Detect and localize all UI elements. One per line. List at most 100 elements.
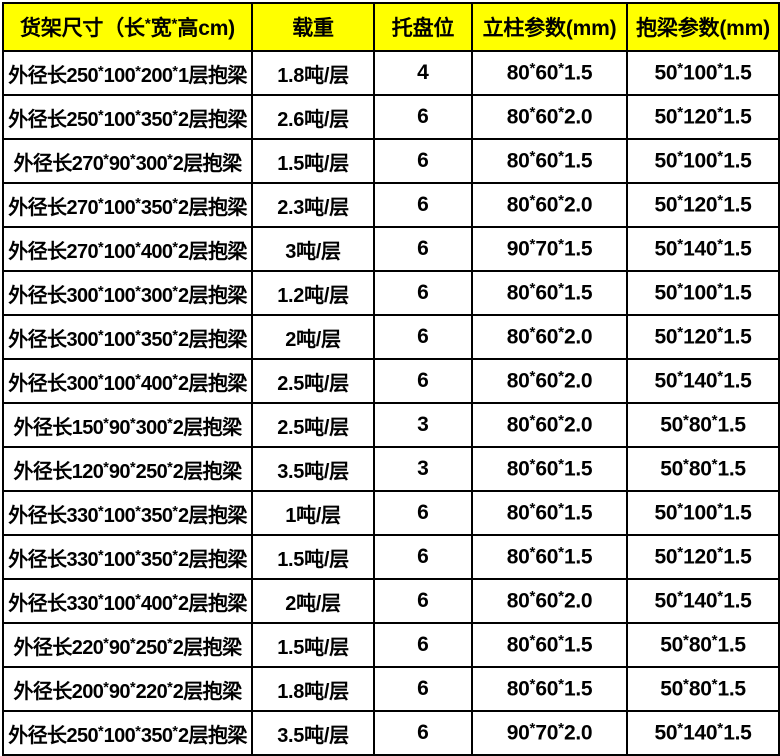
dimension-separator: * — [717, 280, 724, 298]
cell-post: 80*60*1.5 — [471, 446, 628, 492]
cell-post: 80*60*2.0 — [471, 402, 628, 448]
cell-load: 3.5吨/层 — [251, 446, 375, 492]
cell-pallet: 6 — [373, 270, 473, 316]
dimension-separator: * — [135, 283, 141, 300]
dimension-separator: * — [558, 456, 564, 474]
dimension-separator: * — [717, 104, 724, 122]
cell-post: 80*60*1.5 — [471, 534, 628, 580]
dimension-separator: * — [717, 60, 724, 78]
cell-beam: 50*100*1.5 — [626, 50, 780, 96]
cell-load: 3.5吨/层 — [251, 710, 375, 756]
cell-load: 2.3吨/层 — [251, 182, 375, 228]
cell-load: 3吨/层 — [251, 226, 375, 272]
cell-load: 1.5吨/层 — [251, 534, 375, 580]
table-row: 外径长200*90*220*2层抱梁 1.8吨/层 6 80*60*1.5 50*80*… — [2, 666, 780, 712]
dimension-separator: * — [172, 239, 179, 256]
dimension-separator: * — [529, 720, 536, 738]
dimension-separator: * — [98, 327, 104, 344]
dimension-separator: * — [129, 679, 136, 696]
dimension-separator: * — [717, 368, 724, 386]
dimension-separator: * — [129, 459, 136, 476]
cell-post: 80*60*2.0 — [471, 94, 628, 140]
dimension-separator: * — [558, 588, 564, 606]
dimension-separator: * — [529, 192, 536, 210]
dimension-separator: * — [558, 192, 564, 210]
cell-size: 外径长270*100*350*2层抱梁 — [2, 182, 253, 228]
dimension-separator: * — [98, 591, 104, 608]
dimension-separator: * — [529, 588, 536, 606]
dimension-separator: * — [677, 324, 684, 342]
dimension-separator: * — [129, 151, 136, 168]
cell-size: 外径长220*90*250*2层抱梁 — [2, 622, 253, 668]
cell-size: 外径长300*100*350*2层抱梁 — [2, 314, 253, 360]
cell-pallet: 6 — [373, 578, 473, 624]
cell-size: 外径长330*100*400*2层抱梁 — [2, 578, 253, 624]
dimension-separator: * — [717, 192, 724, 210]
dimension-separator: * — [98, 503, 104, 520]
dimension-separator: * — [98, 63, 104, 80]
dimension-separator: * — [529, 280, 536, 298]
dimension-separator: * — [717, 720, 724, 738]
dimension-separator: * — [167, 459, 173, 476]
dimension-separator: * — [529, 60, 536, 78]
dimension-separator: * — [172, 723, 179, 740]
dimension-separator: * — [558, 148, 564, 166]
table-row: 外径长300*100*300*2层抱梁 1.2吨/层 6 80*60*1.5 50*10… — [2, 270, 780, 316]
dimension-separator: * — [172, 327, 179, 344]
dimension-separator: * — [171, 15, 178, 33]
cell-pallet: 6 — [373, 182, 473, 228]
dimension-separator: * — [677, 60, 684, 78]
cell-beam: 50*140*1.5 — [626, 226, 780, 272]
cell-pallet: 3 — [373, 402, 473, 448]
cell-pallet: 4 — [373, 50, 473, 96]
dimension-separator: * — [682, 632, 689, 650]
cell-load: 1吨/层 — [251, 490, 375, 536]
dimension-separator: * — [682, 676, 689, 694]
dimension-separator: * — [711, 632, 718, 650]
cell-pallet: 6 — [373, 666, 473, 712]
dimension-separator: * — [103, 679, 109, 696]
dimension-separator: * — [558, 676, 564, 694]
dimension-separator: * — [167, 151, 173, 168]
dimension-separator: * — [172, 503, 179, 520]
table-header: 货架尺寸（长*宽*高cm) 载重 托盘位 立柱参数(mm) 抱梁参数(mm) — [2, 2, 780, 52]
dimension-separator: * — [172, 591, 179, 608]
cell-post: 80*60*1.5 — [471, 138, 628, 184]
dimension-separator: * — [558, 236, 564, 254]
dimension-separator: * — [135, 63, 141, 80]
dimension-separator: * — [529, 236, 536, 254]
table-row: 外径长250*100*200*1层抱梁 1.8吨/层 4 80*60*1.5 50*10… — [2, 50, 780, 96]
cell-beam: 50*140*1.5 — [626, 710, 780, 756]
dimension-separator: * — [103, 151, 109, 168]
cell-pallet: 6 — [373, 622, 473, 668]
dimension-separator: * — [717, 588, 724, 606]
cell-post: 80*60*2.0 — [471, 182, 628, 228]
dimension-separator: * — [98, 371, 104, 388]
dimension-separator: * — [135, 195, 141, 212]
dimension-separator: * — [98, 239, 104, 256]
dimension-separator: * — [711, 456, 718, 474]
dimension-separator: * — [711, 676, 718, 694]
table-body: 外径长250*100*200*1层抱梁 1.8吨/层 4 80*60*1.5 50*10… — [2, 50, 780, 756]
cell-size: 外径长300*100*300*2层抱梁 — [2, 270, 253, 316]
dimension-separator: * — [103, 635, 109, 652]
table-row: 外径长270*90*300*2层抱梁 1.5吨/层 6 80*60*1.5 50*100… — [2, 138, 780, 184]
cell-pallet: 6 — [373, 314, 473, 360]
cell-pallet: 6 — [373, 358, 473, 404]
table-row: 外径长270*100*350*2层抱梁 2.3吨/层 6 80*60*2.0 50*12… — [2, 182, 780, 228]
dimension-separator: * — [558, 104, 564, 122]
table-row: 外径长300*100*400*2层抱梁 2.5吨/层 6 80*60*2.0 50*14… — [2, 358, 780, 404]
cell-load: 2.5吨/层 — [251, 358, 375, 404]
dimension-separator: * — [135, 239, 141, 256]
cell-post: 80*60*2.0 — [471, 314, 628, 360]
dimension-separator: * — [135, 371, 141, 388]
dimension-separator: * — [558, 632, 564, 650]
dimension-separator: * — [98, 283, 104, 300]
cell-beam: 50*80*1.5 — [626, 402, 780, 448]
dimension-separator: * — [144, 15, 151, 33]
cell-size: 外径长270*100*400*2层抱梁 — [2, 226, 253, 272]
dimension-separator: * — [135, 591, 141, 608]
cell-size: 外径长330*100*350*2层抱梁 — [2, 490, 253, 536]
dimension-separator: * — [558, 500, 564, 518]
cell-size: 外径长250*100*350*2层抱梁 — [2, 710, 253, 756]
